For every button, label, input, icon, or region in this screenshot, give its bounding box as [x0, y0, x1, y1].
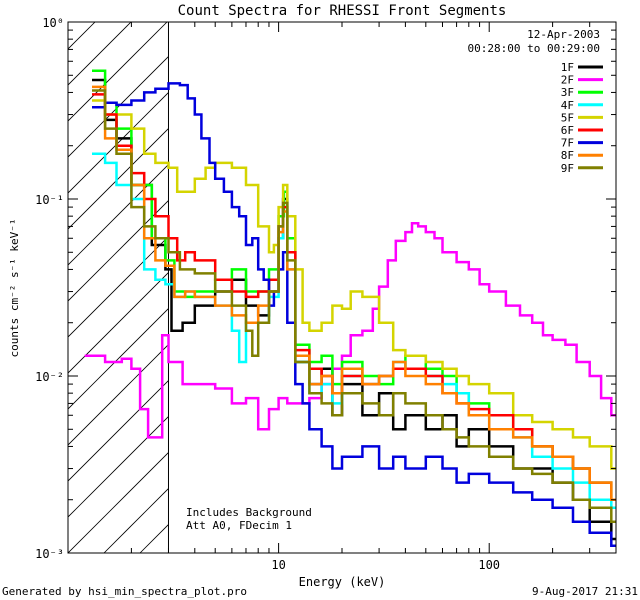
axis-ticks [67, 22, 617, 554]
y-tick-label: 10⁰ [42, 16, 64, 30]
hatch-line [356, 0, 640, 553]
time-range-label: 00:28:00 to 00:29:00 [468, 42, 600, 55]
series-layer [84, 69, 616, 547]
x-tick-label: 100 [478, 558, 500, 572]
hatch-line [68, 343, 169, 446]
series-1F [92, 78, 616, 541]
hatch-line [68, 22, 132, 86]
hatch-line [68, 307, 169, 410]
hatch-line [103, 487, 169, 553]
series-5F [92, 99, 616, 470]
series-2F [84, 221, 616, 439]
hatch-clip-group [68, 0, 640, 553]
y-tick-label: 10⁻³ [35, 547, 64, 561]
generated-timestamp: 9-Aug-2017 21:31 [532, 585, 638, 598]
hatch-line [572, 0, 640, 553]
hatch-line [608, 0, 640, 553]
hatch-line [68, 22, 168, 122]
hatch-line [68, 235, 169, 338]
legend-label: 2F [561, 74, 574, 87]
legend-label: 9F [561, 162, 574, 175]
hatch-line [284, 0, 640, 553]
hatch-line [68, 55, 169, 158]
legend-label: 6F [561, 124, 574, 137]
annotation-line: Att A0, FDecim 1 [186, 519, 292, 532]
x-axis-label: Energy (keV) [299, 575, 386, 589]
legend-label: 8F [561, 149, 574, 162]
hatch-line [68, 415, 169, 518]
y-axis-label: counts cm⁻² s⁻¹ keV⁻¹ [8, 218, 21, 357]
series-9F [92, 89, 616, 524]
hatch-line [68, 379, 169, 482]
annotation-line: Includes Background [186, 506, 312, 519]
axis-tick-labels: 10 100 10⁰ 10⁻¹ 10⁻² 10⁻³ [35, 16, 500, 572]
hatched-region [68, 0, 640, 553]
series-7F [92, 82, 616, 547]
legend-label: 4F [561, 99, 574, 112]
hatch-lines [68, 0, 640, 553]
hatch-line [68, 91, 169, 194]
hatch-line [428, 0, 640, 553]
legend-label: 5F [561, 111, 574, 124]
series-6F [92, 93, 616, 501]
y-tick-label: 10⁻² [35, 370, 64, 384]
x-tick-label: 10 [271, 558, 285, 572]
legend-label: 3F [561, 86, 574, 99]
hatch-line [212, 0, 640, 553]
hatch-line [68, 127, 169, 230]
date-label: 12-Apr-2003 [527, 28, 600, 41]
hatch-line [392, 0, 640, 553]
y-tick-label: 10⁻¹ [35, 193, 64, 207]
generated-by-label: Generated by hsi_min_spectra_plot.pro [2, 585, 247, 598]
hatch-line [68, 199, 169, 302]
legend-label: 7F [561, 137, 574, 150]
hatch-line [248, 0, 640, 553]
hatch-line [68, 271, 169, 374]
chart-title: Count Spectra for RHESSI Front Segments [178, 3, 507, 19]
hatch-line [68, 451, 169, 553]
legend-label: 1F [561, 61, 574, 74]
